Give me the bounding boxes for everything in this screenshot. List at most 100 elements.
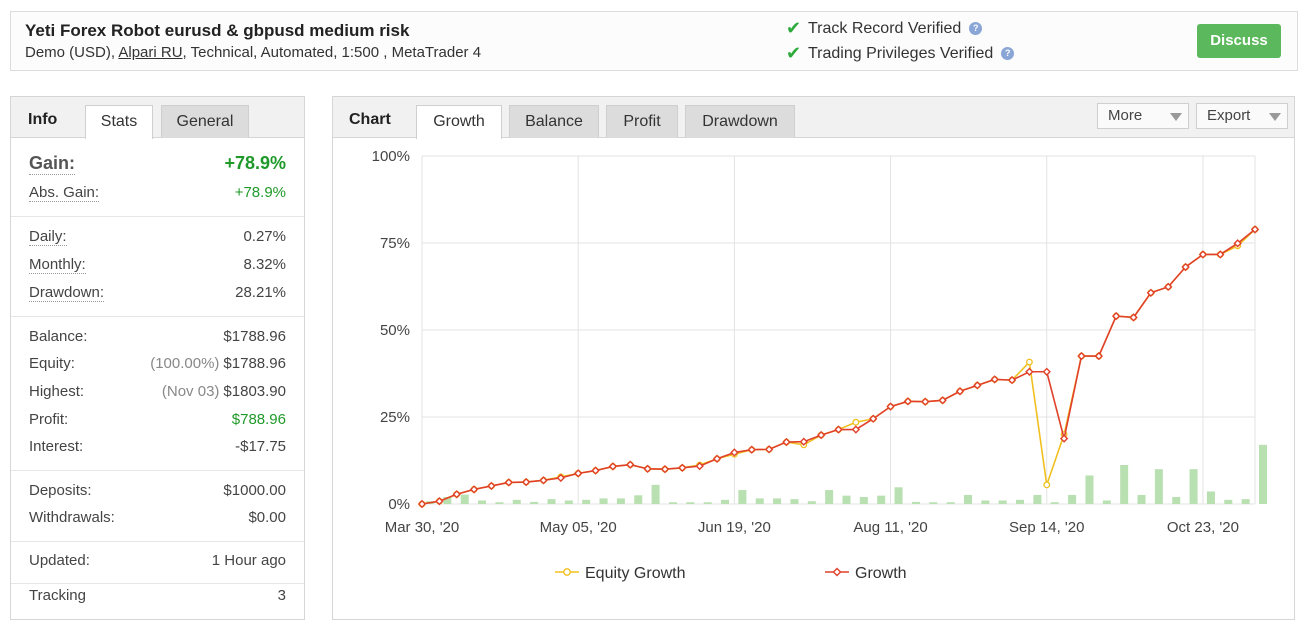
growth-point <box>695 461 704 471</box>
chart-heading: Chart <box>349 111 391 128</box>
growth-point <box>1216 250 1225 259</box>
x-tick-label: Oct 23, '20 <box>1167 519 1239 536</box>
divider <box>11 541 304 542</box>
growth-point <box>556 473 566 483</box>
bar <box>1016 499 1025 504</box>
axis-labels: 0% 25% 50% 75% 100% Mar 30, '20 May 05, '20 Jun… <box>372 148 1239 536</box>
equity-growth-point <box>852 418 860 426</box>
bar <box>512 499 521 504</box>
tab-drawdown[interactable]: Drawdown <box>685 105 795 138</box>
highest-value: $1803.90 <box>223 383 286 400</box>
tab-growth[interactable]: Growth <box>416 105 502 139</box>
bar <box>911 501 920 504</box>
growth-point <box>1129 313 1138 322</box>
y-tick-label: 0% <box>388 496 410 513</box>
lines <box>417 225 1260 509</box>
export-dropdown[interactable]: Export <box>1196 103 1288 129</box>
growth-point <box>1233 239 1242 248</box>
y-tick-label: 50% <box>380 322 410 339</box>
growth-point <box>573 469 583 478</box>
bar <box>1154 469 1163 504</box>
growth-point <box>973 381 982 390</box>
bar <box>963 494 972 504</box>
bar <box>703 502 712 504</box>
growth-point <box>626 460 635 469</box>
tracking-value: 3 <box>277 587 286 604</box>
more-label: More <box>1108 107 1143 124</box>
tab-general[interactable]: General <box>161 105 249 138</box>
growth-point <box>539 476 548 485</box>
tab-balance[interactable]: Balance <box>509 105 599 138</box>
bar <box>634 495 643 504</box>
gain-label: Gain: <box>29 153 76 175</box>
x-tick-label: Jun 19, '20 <box>698 519 771 536</box>
bar <box>894 487 903 504</box>
growth-point <box>1181 262 1190 272</box>
bar <box>495 502 504 504</box>
bar <box>1033 494 1042 504</box>
withdrawals-label: Withdrawals: <box>29 509 115 526</box>
equity-growth-point <box>1043 481 1051 489</box>
info-panel: Info Stats General Gain: +78.9% Abs. Gai… <box>10 96 305 620</box>
drawdown-label: Drawdown: <box>29 284 105 302</box>
account-header: Yeti Forex Robot eurusd & gbpusd medium … <box>10 11 1298 71</box>
export-label: Export <box>1207 107 1251 124</box>
bar <box>1224 499 1233 504</box>
info-heading: Info <box>28 111 58 128</box>
growth-point <box>1025 367 1034 376</box>
subtitle-post: , Technical, Automated, 1:500 , MetaTrad… <box>182 44 482 61</box>
growth-point <box>1146 288 1156 297</box>
growth-point <box>452 490 461 499</box>
profit-value: $788.96 <box>231 411 286 428</box>
tab-stats[interactable]: Stats <box>85 105 153 139</box>
tab-profit[interactable]: Profit <box>606 105 678 138</box>
bar <box>1189 469 1198 504</box>
system-title: Yeti Forex Robot eurusd & gbpusd medium … <box>25 21 410 40</box>
discuss-button[interactable]: Discuss <box>1197 24 1281 58</box>
drawdown-value: 28.21% <box>235 284 286 301</box>
gain-value: +78.9% <box>224 153 286 173</box>
info-tabbar: Info Stats General <box>11 97 304 139</box>
bar <box>721 499 730 504</box>
divider <box>11 316 304 317</box>
growth-point <box>1094 351 1104 361</box>
highest-date: (Nov 03) <box>161 383 220 400</box>
growth-point <box>1198 250 1208 259</box>
subtitle-pre: Demo (USD), <box>25 44 119 61</box>
help-icon[interactable]: ? <box>969 22 983 35</box>
bars <box>426 444 1267 504</box>
bar <box>790 499 799 504</box>
growth-point <box>487 481 496 491</box>
help-icon[interactable]: ? <box>1001 47 1015 60</box>
updated-value: 1 Hour ago <box>211 552 286 569</box>
equity-value: $1788.96 <box>223 355 286 372</box>
bar <box>825 490 834 504</box>
bar <box>530 501 539 504</box>
bar <box>1241 499 1250 504</box>
deposits-label: Deposits: <box>29 482 92 499</box>
legend-label: Growth <box>855 565 907 582</box>
growth-point <box>504 478 513 487</box>
bar <box>443 497 452 504</box>
tracking-label: Tracking <box>29 587 86 604</box>
more-dropdown[interactable]: More <box>1097 103 1189 129</box>
x-tick-label: Sep 14, '20 <box>1009 519 1084 536</box>
growth-point <box>990 375 999 384</box>
growth-point <box>1059 434 1069 443</box>
growth-point <box>1250 225 1260 234</box>
broker-link[interactable]: Alpari RU <box>118 44 183 61</box>
legend-marker <box>563 568 571 576</box>
divider <box>11 583 304 584</box>
chart-tabbar: Chart Growth Balance Profit Drawdown Mor… <box>333 97 1294 139</box>
bar <box>668 502 677 504</box>
monthly-value: 8.32% <box>243 256 286 273</box>
legend-label: Equity Growth <box>585 565 685 582</box>
withdrawals-value: $0.00 <box>248 509 286 526</box>
legend: Equity Growth Growth <box>555 565 907 582</box>
deposits-value: $1000.00 <box>223 482 286 499</box>
growth-point <box>1042 367 1051 376</box>
growth-point <box>643 464 652 474</box>
bar <box>738 490 747 504</box>
bar <box>582 499 591 504</box>
x-tick-label: May 05, '20 <box>540 519 617 536</box>
